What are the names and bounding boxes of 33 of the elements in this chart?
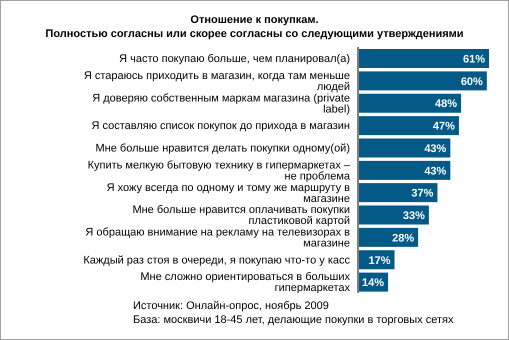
bar <box>358 116 459 136</box>
text: Полностью согласны или скорее согласны со следующими утверждениями <box>44 27 465 41</box>
data-label: 33% <box>402 210 426 222</box>
data-label: 48% <box>435 98 458 110</box>
bar <box>358 183 438 202</box>
y-tick-label: Я обращаю внимание на рекламу на телевизорах в магазине <box>85 226 350 250</box>
y-tick-label: Я часто покупаю больше, чем планировал(а) <box>119 53 350 66</box>
data-label: 43% <box>424 142 447 155</box>
text: Отношение к покупкам. <box>189 13 320 27</box>
data-label: 37% <box>411 188 434 200</box>
bar <box>358 138 450 158</box>
y-tick-label: Мне больше нравится оплачивать покупки пластиковой картой <box>132 204 350 228</box>
bar <box>358 160 450 180</box>
data-label: 61% <box>462 54 486 66</box>
data-label: 43% <box>424 165 447 178</box>
bar <box>358 49 489 68</box>
data-label: 60% <box>460 76 484 88</box>
text: База: москвичи 18-45 лет, делающие покупки в торговых сетях <box>133 313 454 327</box>
y-tick-label: Мне больше нравится делать покупки одному(ой) <box>96 142 350 155</box>
y-tick-label: Я стараюсь приходить в магазин, когда там меньше людей <box>84 70 350 93</box>
y-tick-label: Я составляю список покупок до прихода в магазин <box>92 120 350 132</box>
y-tick-label: Я хожу всегда по одному и тому же маршруту в магазине <box>106 182 350 205</box>
y-tick-label: Каждый раз стоя в очереди, я покупаю что-то у касс <box>83 254 350 266</box>
bar <box>358 94 462 113</box>
bar <box>358 71 487 90</box>
y-tick-label: Купить мелкую бытовую технику в гипермаркетах – не проблема <box>88 159 351 182</box>
y-tick-label: Я доверяю собственным маркам магазина (private label) <box>92 92 350 116</box>
data-label: 28% <box>392 232 414 244</box>
text: Источник: Онлайн-опрос, ноябрь 2009 <box>133 299 330 313</box>
data-label: 14% <box>362 277 384 290</box>
data-label: 17% <box>368 254 391 267</box>
data-label: 47% <box>432 120 456 133</box>
bar <box>358 206 429 225</box>
